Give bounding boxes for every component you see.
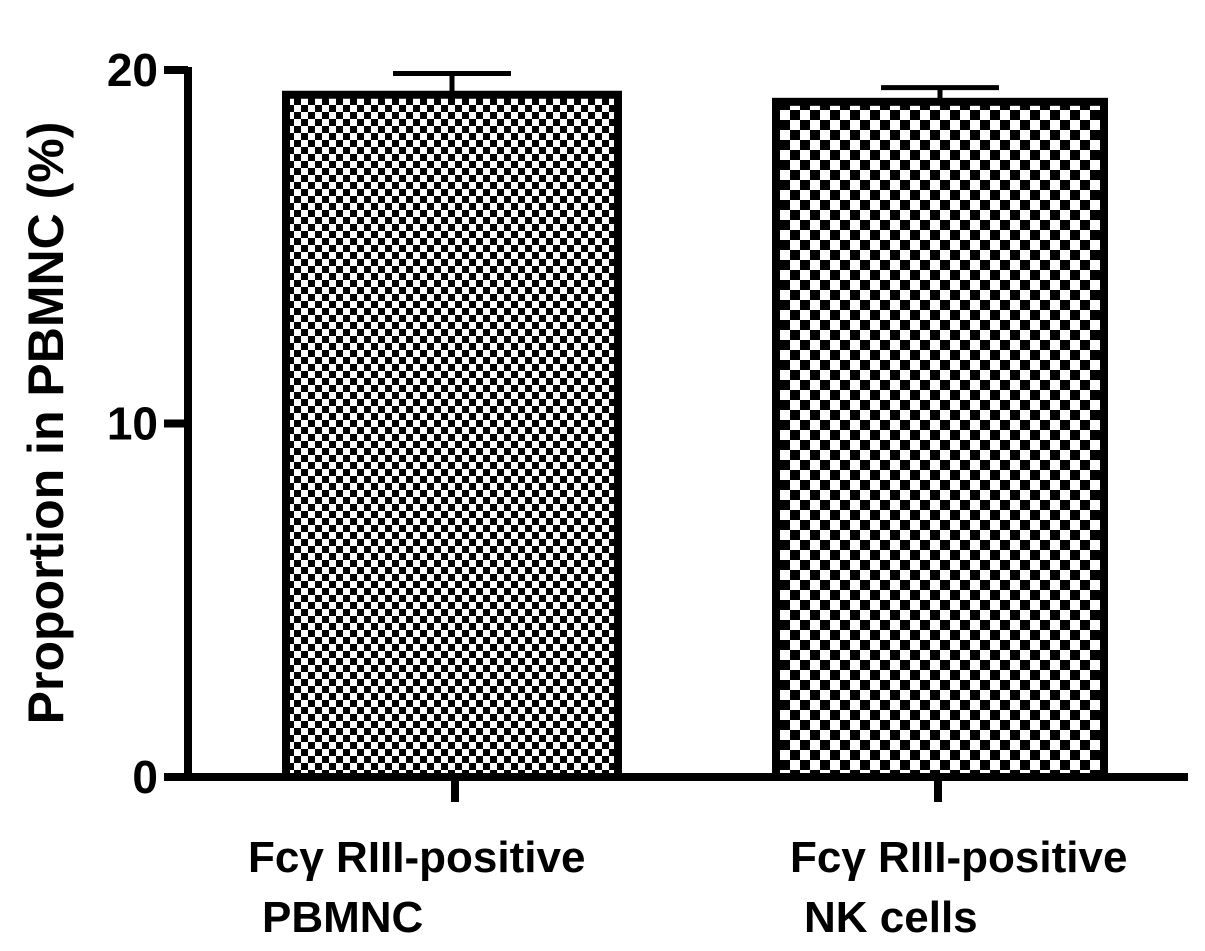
x-category-label-2-line-1: Fcγ RIII-positive bbox=[790, 833, 1127, 882]
x-category-label-1-line-2: PBMNC bbox=[262, 893, 423, 942]
x-category-label-2-line-2: NK cells bbox=[804, 893, 978, 942]
x-labels-layer: Fcγ RIII-positive PBMNC Fcγ RIII-positive N… bbox=[248, 777, 1127, 942]
y-tick-label-20: 20 bbox=[107, 44, 158, 96]
y-axis-title: Proportion in PBMNC (%) bbox=[18, 122, 74, 725]
x-category-label-1: Fcγ RIII-positive PBMNC bbox=[248, 833, 585, 942]
y-tick-label-0: 0 bbox=[132, 751, 158, 803]
y-axis-title-group: Proportion in PBMNC (%) bbox=[18, 122, 74, 725]
x-category-label-2: Fcγ RIII-positive NK cells bbox=[790, 833, 1127, 942]
error-bars-layer bbox=[393, 71, 999, 102]
bar-2 bbox=[772, 97, 1108, 781]
bars-layer bbox=[282, 90, 1108, 782]
y-tick-label-10: 10 bbox=[107, 398, 158, 450]
x-category-label-1-line-1: Fcγ RIII-positive bbox=[248, 833, 585, 882]
y-ticks-layer: 0 10 20 bbox=[107, 44, 188, 803]
bar-1 bbox=[282, 90, 622, 782]
